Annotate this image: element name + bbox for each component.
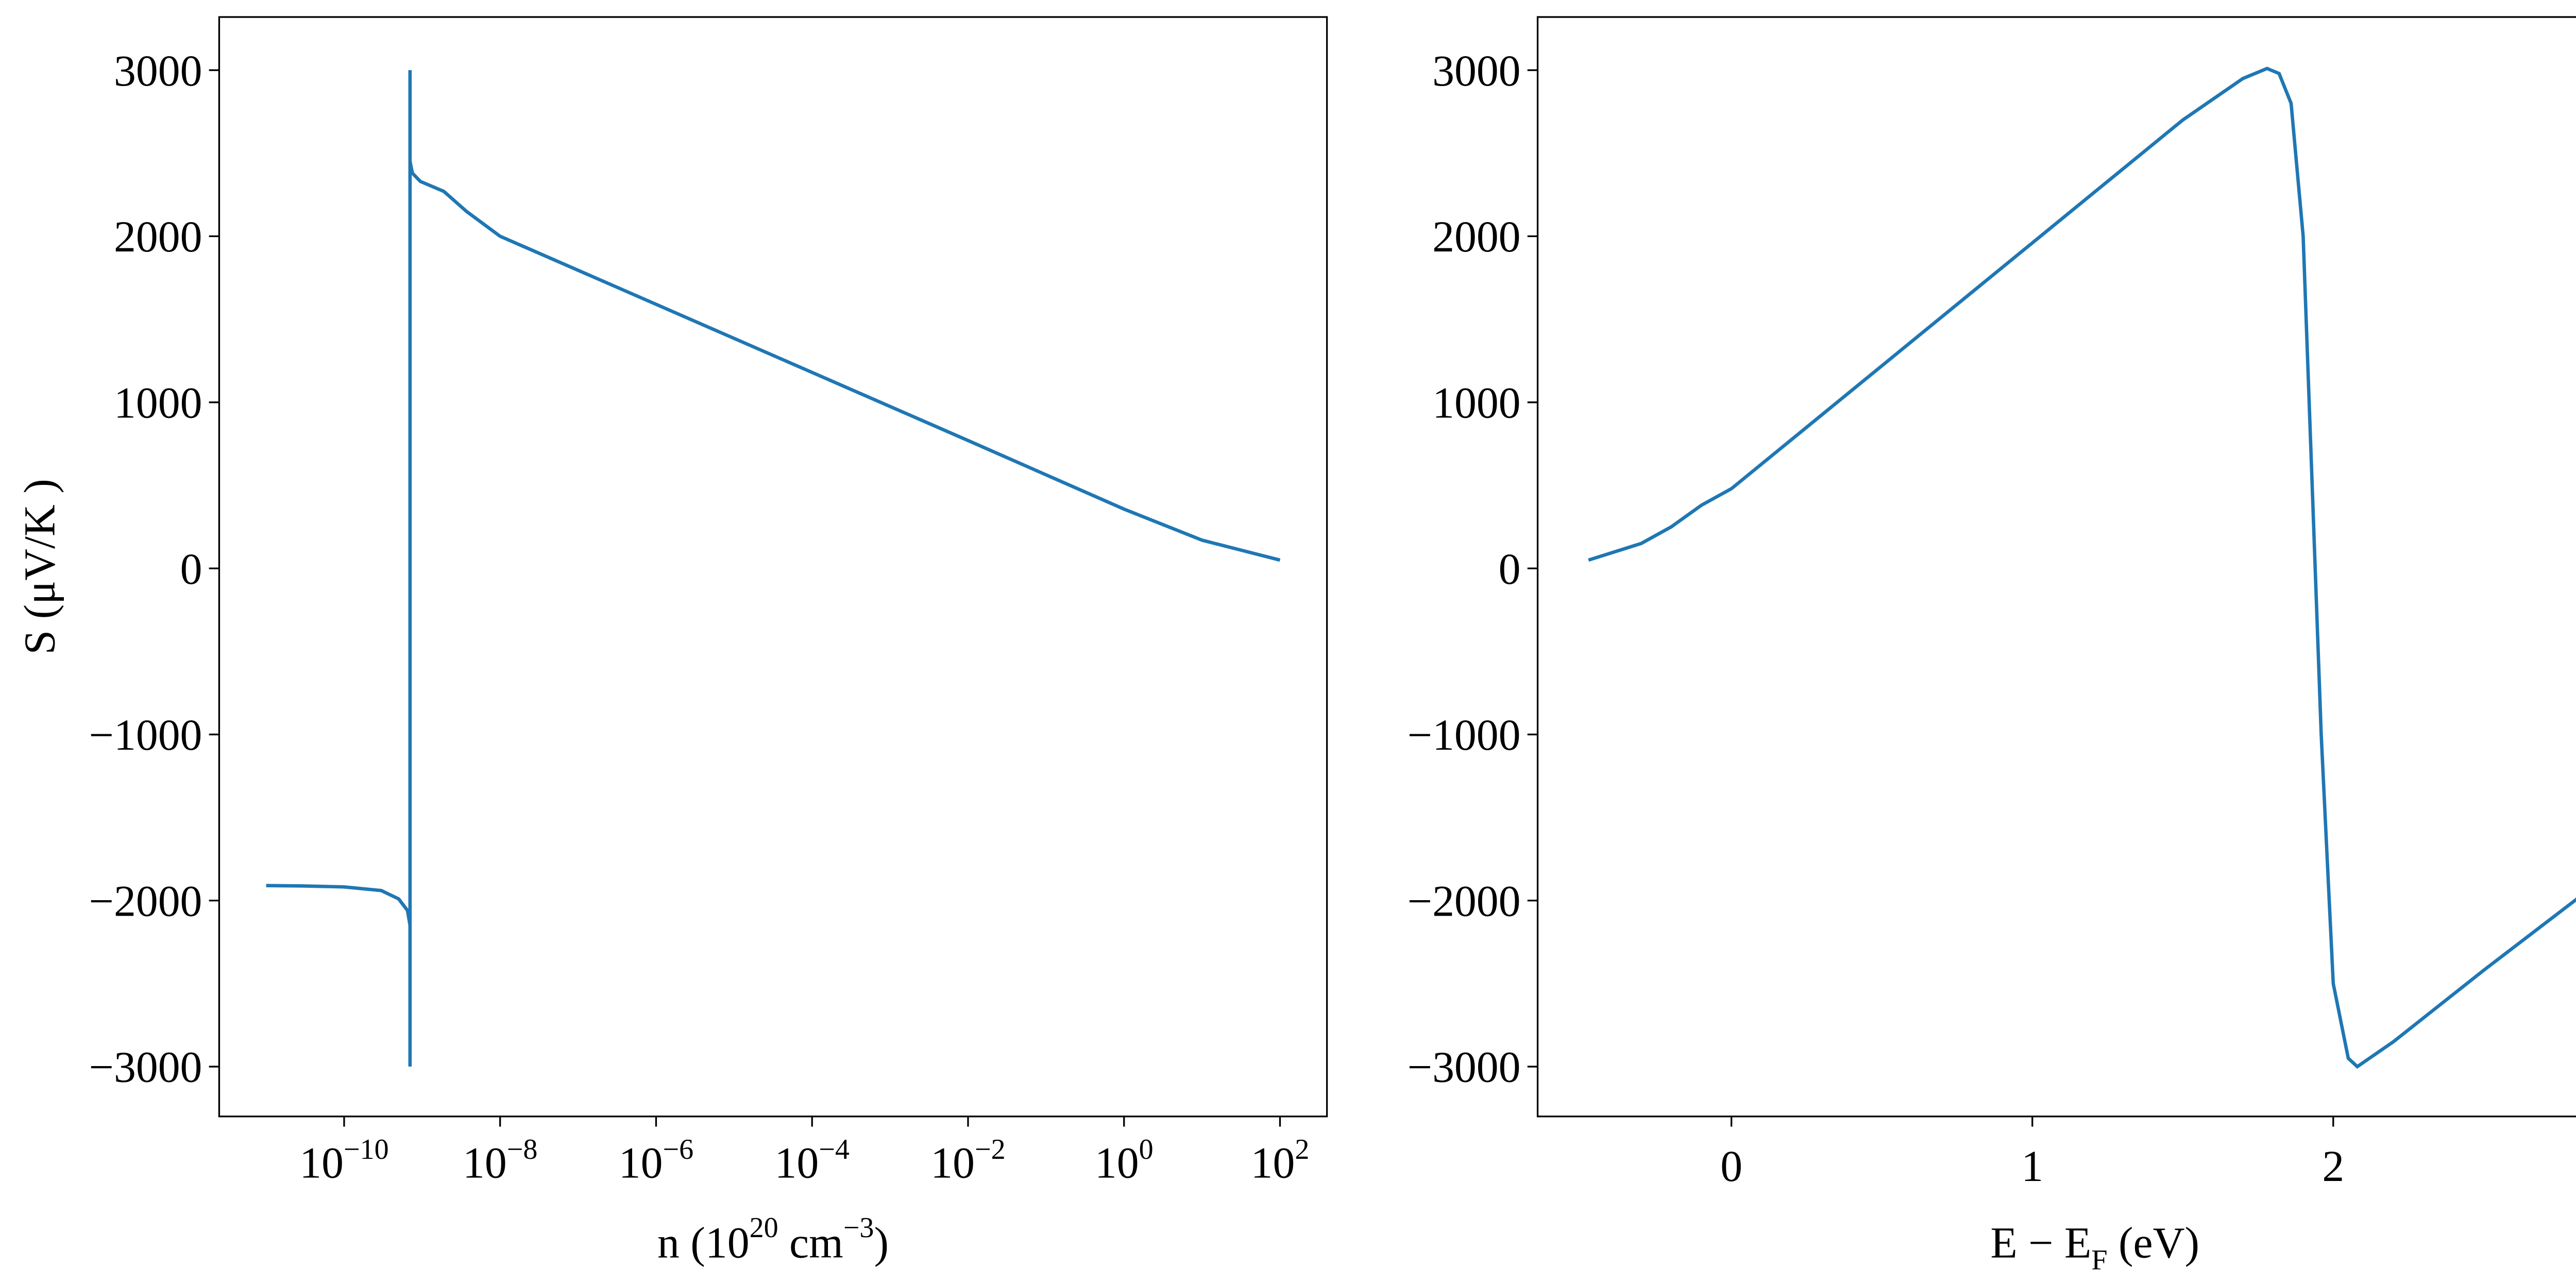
y-tick-label: −2000 [89, 876, 202, 925]
y-tick-label: −1000 [1408, 711, 1521, 759]
y-tick-label: 1000 [1432, 378, 1520, 427]
x-axis-label-part: n (10 [657, 1218, 750, 1267]
x-tick-label: 10−4 [775, 1134, 850, 1187]
y-tick-label: 2000 [114, 212, 202, 261]
y-axis-label: S (μV/K ) [15, 479, 64, 654]
plot-frame [1536, 16, 2576, 1118]
x-tick-label: 10−2 [930, 1134, 1005, 1187]
x-axis-label-part: −3 [843, 1212, 874, 1244]
y-tick-label: 3000 [1432, 46, 1520, 95]
x-axis-label-part: E − E [1990, 1218, 2091, 1267]
y-tick-label: 1000 [114, 378, 202, 427]
x-axis-label: E − EF (eV) [1990, 1218, 2199, 1276]
data-line [1588, 66, 2576, 1069]
x-tick-label: 10−6 [619, 1134, 693, 1187]
x-axis-label-part: cm [778, 1218, 843, 1267]
x-tick-label: 1 [2021, 1142, 2043, 1191]
x-tick-label: 102 [1251, 1134, 1310, 1187]
x-axis-label: n (1020 cm−3) [657, 1212, 889, 1268]
y-tick-label: 3000 [114, 46, 202, 95]
y-tick-label: −3000 [89, 1043, 202, 1092]
x-tick-label: 0 [1720, 1142, 1742, 1191]
y-tick-label: −1000 [89, 711, 202, 759]
x-tick-label: 10−10 [299, 1134, 388, 1187]
data-line [266, 70, 1281, 1067]
x-tick-label: 100 [1095, 1134, 1154, 1187]
x-axis-label-part: ) [874, 1218, 889, 1267]
y-tick-label: −2000 [1408, 876, 1521, 925]
plot-frame [218, 16, 1328, 1118]
x-axis-label-part: F [2091, 1244, 2107, 1276]
y-tick-label: 0 [1499, 545, 1521, 594]
y-tick-label: −3000 [1408, 1043, 1521, 1092]
y-tick-label: 0 [180, 545, 202, 594]
x-tick-label: 10−8 [463, 1134, 537, 1187]
x-tick-label: 2 [2322, 1142, 2344, 1191]
x-axis-label-part: (eV) [2108, 1218, 2200, 1267]
y-tick-label: 2000 [1432, 212, 1520, 261]
x-axis-label-part: 20 [750, 1212, 778, 1244]
